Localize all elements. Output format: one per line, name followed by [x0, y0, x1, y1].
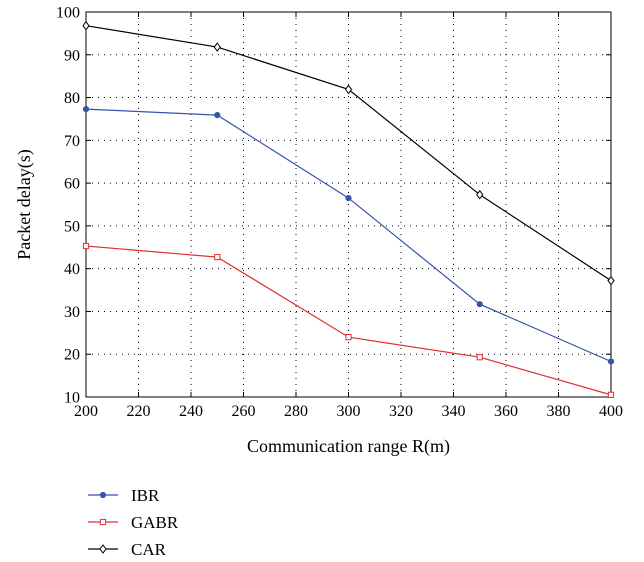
y-tick-label: 100 [56, 5, 80, 22]
y-tick-label: 90 [64, 47, 80, 64]
legend-marker-car [99, 544, 107, 554]
data-point-car [82, 20, 90, 31]
x-tick-label: 300 [337, 403, 361, 420]
data-point-car [344, 84, 353, 95]
data-point-gabr [214, 254, 221, 261]
y-tick-label: 60 [64, 176, 80, 193]
y-tick-label: 80 [64, 90, 80, 107]
data-point-gabr [82, 242, 90, 250]
data-point-car [213, 42, 221, 52]
data-point-ibr [345, 194, 352, 202]
x-axis-title: Communication range R(m) [247, 436, 450, 457]
legend-label-car: CAR [131, 540, 167, 559]
x-tick-label: 360 [494, 403, 518, 420]
data-point-gabr [607, 391, 615, 398]
x-tick-label: 200 [74, 403, 98, 420]
y-tick-label: 30 [64, 304, 80, 321]
x-axis-tick-labels: 200 220 240 260 280 300 320 340 360 380 400 [74, 403, 623, 420]
x-tick-label: 220 [127, 403, 151, 420]
y-tick-label: 50 [64, 218, 80, 235]
y-tick-label: 40 [64, 261, 80, 278]
x-tick-label: 400 [599, 403, 623, 420]
data-point-car [476, 189, 484, 200]
x-tick-label: 340 [442, 403, 466, 420]
data-point-ibr [214, 111, 221, 119]
x-tick-label: 260 [232, 403, 256, 420]
series-line-car [85, 25, 612, 282]
grid-lines [86, 12, 611, 397]
y-axis-tick-labels: 10 20 30 40 50 60 70 80 90 100 [56, 5, 80, 407]
legend-label-ibr: IBR [131, 486, 160, 505]
legend: IBR GABR CAR [88, 486, 179, 559]
legend-marker-ibr [99, 491, 107, 499]
series-markers [82, 20, 615, 398]
y-tick-label: 10 [64, 390, 80, 407]
data-point-gabr [476, 354, 483, 361]
x-tick-label: 380 [547, 403, 571, 420]
y-tick-label: 70 [64, 133, 80, 150]
series-line-ibr [85, 108, 612, 363]
data-point-gabr [345, 334, 352, 341]
data-point-ibr [82, 106, 90, 113]
data-point-car [607, 275, 615, 286]
data-point-ibr [607, 358, 615, 365]
x-tick-label: 320 [389, 403, 413, 420]
x-tick-label: 240 [179, 403, 203, 420]
legend-label-gabr: GABR [131, 513, 179, 532]
data-point-ibr [476, 301, 483, 308]
y-tick-label: 20 [64, 347, 80, 364]
y-axis-title: Packet delay(s) [14, 149, 35, 259]
legend-marker-gabr [99, 518, 107, 526]
x-tick-label: 280 [284, 403, 308, 420]
